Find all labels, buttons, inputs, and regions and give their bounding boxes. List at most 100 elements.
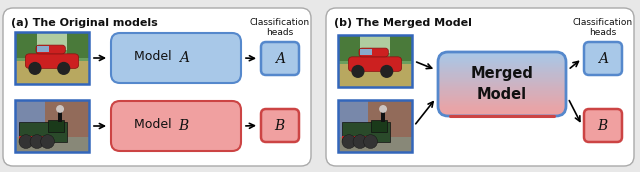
Bar <box>367 100 412 139</box>
Bar <box>19 136 47 139</box>
Text: Model: Model <box>134 119 176 132</box>
Bar <box>45 100 89 139</box>
Bar <box>438 97 566 99</box>
Bar <box>438 111 566 113</box>
Bar <box>438 81 566 83</box>
Bar <box>438 112 566 114</box>
Bar <box>438 60 566 62</box>
Bar <box>360 35 390 53</box>
Bar <box>438 69 566 71</box>
Bar <box>38 46 49 52</box>
Text: $\mathit{A}$: $\mathit{A}$ <box>274 51 286 66</box>
Circle shape <box>380 65 393 78</box>
Bar <box>58 112 62 122</box>
Bar <box>390 35 412 61</box>
Bar <box>438 72 566 74</box>
Bar <box>438 74 566 77</box>
Bar <box>47 120 65 132</box>
Bar <box>15 32 89 84</box>
Bar <box>438 115 566 117</box>
Circle shape <box>19 135 33 148</box>
Bar <box>438 82 566 84</box>
Text: $\mathit{A}$: $\mathit{A}$ <box>178 50 190 64</box>
Bar <box>360 49 372 55</box>
FancyBboxPatch shape <box>26 54 79 68</box>
Bar <box>438 85 566 87</box>
Bar <box>438 77 566 79</box>
Bar <box>438 63 566 65</box>
Circle shape <box>364 135 378 148</box>
Circle shape <box>353 135 367 148</box>
Bar <box>438 93 566 95</box>
Text: Classification
heads: Classification heads <box>573 18 633 37</box>
Circle shape <box>379 105 387 113</box>
Bar <box>45 100 89 139</box>
Bar <box>438 100 566 102</box>
Bar <box>438 89 566 91</box>
Bar <box>438 67 566 69</box>
FancyBboxPatch shape <box>348 57 402 71</box>
Bar <box>338 35 412 87</box>
Bar <box>342 122 390 142</box>
FancyBboxPatch shape <box>111 101 241 151</box>
Bar <box>381 112 385 122</box>
Bar <box>67 32 89 58</box>
Bar <box>438 86 566 88</box>
Bar <box>438 105 566 107</box>
FancyBboxPatch shape <box>36 45 65 54</box>
Bar <box>371 120 387 132</box>
Bar <box>15 32 89 84</box>
Bar <box>338 137 412 152</box>
Bar <box>438 54 566 56</box>
Bar <box>338 35 360 61</box>
Bar <box>438 61 566 63</box>
Bar <box>438 62 566 64</box>
Bar <box>438 101 566 103</box>
Bar <box>438 76 566 78</box>
Bar <box>438 92 566 94</box>
Bar <box>438 78 566 80</box>
Bar <box>438 87 566 89</box>
Bar <box>338 100 412 152</box>
Bar <box>15 137 89 152</box>
Bar <box>438 94 566 96</box>
Bar <box>438 95 566 97</box>
Bar <box>438 113 566 115</box>
FancyBboxPatch shape <box>359 48 388 57</box>
Bar <box>438 99 566 101</box>
Bar <box>438 79 566 81</box>
FancyBboxPatch shape <box>111 33 241 83</box>
Bar <box>438 70 566 72</box>
FancyBboxPatch shape <box>584 109 622 142</box>
Text: (b) The Merged Model: (b) The Merged Model <box>334 18 472 28</box>
FancyBboxPatch shape <box>261 109 299 142</box>
Bar <box>338 35 412 87</box>
Bar <box>438 80 566 82</box>
Bar <box>338 64 412 87</box>
FancyBboxPatch shape <box>584 42 622 75</box>
Text: Model: Model <box>134 51 176 63</box>
Bar <box>438 110 566 112</box>
Circle shape <box>30 135 44 148</box>
Bar <box>438 57 566 59</box>
Text: $\mathit{B}$: $\mathit{B}$ <box>178 117 190 132</box>
Circle shape <box>41 135 54 148</box>
Bar <box>438 55 566 57</box>
Text: Merged
Model: Merged Model <box>470 66 533 102</box>
Bar <box>438 58 566 61</box>
FancyBboxPatch shape <box>3 8 311 166</box>
Bar <box>342 136 371 139</box>
Bar <box>438 64 566 66</box>
Bar <box>438 106 566 109</box>
Bar <box>15 32 37 58</box>
Bar <box>438 56 566 58</box>
Bar <box>367 100 412 139</box>
Bar <box>438 114 566 116</box>
Bar <box>438 65 566 67</box>
Circle shape <box>56 105 64 113</box>
Text: (a) The Original models: (a) The Original models <box>11 18 157 28</box>
Bar <box>438 52 566 54</box>
Text: $\mathit{B}$: $\mathit{B}$ <box>274 118 286 133</box>
Bar <box>15 100 89 152</box>
Circle shape <box>28 62 42 75</box>
